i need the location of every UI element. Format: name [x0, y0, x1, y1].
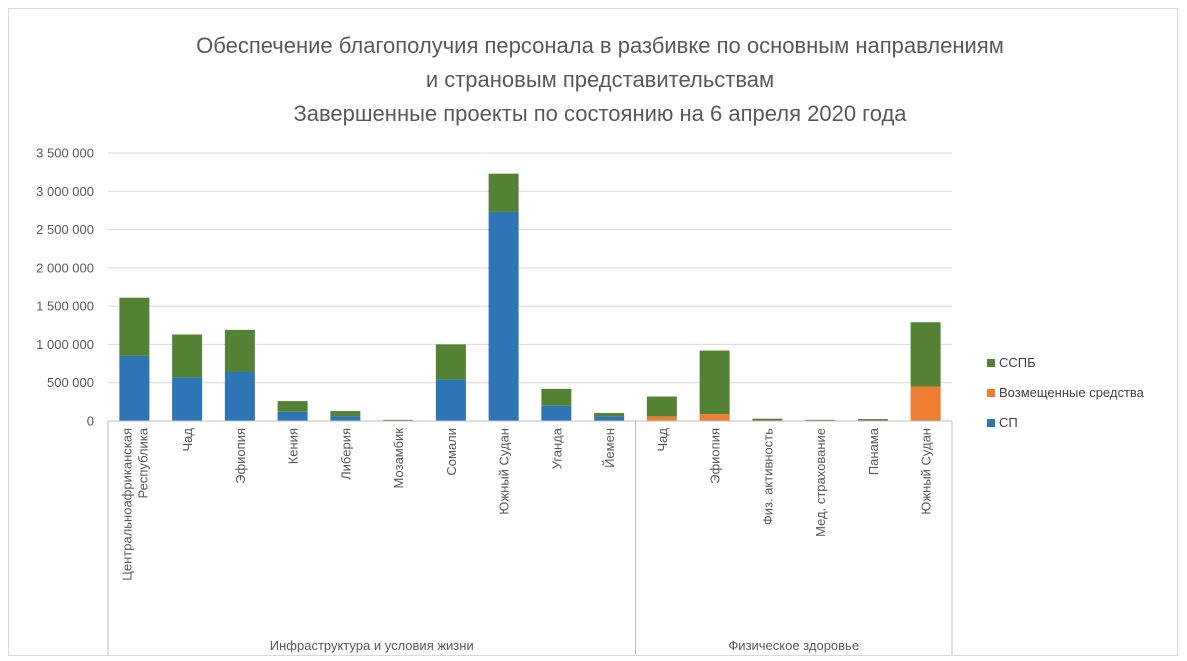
x-category-label: Уганда [549, 427, 564, 469]
bar-segment [277, 401, 308, 412]
y-tick-label: 1 000 000 [36, 337, 94, 352]
x-group-label: Физическое здоровье [728, 638, 859, 653]
bar-segment [805, 419, 836, 421]
bar-segment [435, 379, 466, 421]
bar-segment [172, 334, 203, 378]
bar-segment [594, 416, 625, 421]
bar-segment [488, 173, 519, 212]
x-category-label: Физ. активность [760, 428, 775, 525]
bar-segment [383, 419, 414, 421]
bar-segment [699, 350, 730, 415]
bar-segment [594, 412, 625, 417]
bar-segment [541, 405, 572, 421]
bar-segment [172, 377, 203, 421]
legend-swatch-reimbursed [987, 389, 995, 397]
chart-frame [8, 8, 1178, 656]
bar-segment [910, 322, 941, 387]
x-category-label: Эфиопия [708, 428, 723, 484]
bar-segment [646, 396, 677, 417]
x-category-label: Чад [180, 428, 195, 452]
x-category-label: Республика [135, 427, 150, 498]
x-category-label: Южный Судан [919, 428, 934, 515]
bar-segment [910, 386, 941, 421]
bar-segment [224, 329, 255, 372]
y-tick-label: 1 500 000 [36, 299, 94, 314]
legend-swatch-sspb [987, 359, 995, 367]
bar-segment [699, 414, 730, 421]
bar-segment [488, 211, 519, 421]
x-category-label: Либерия [338, 428, 353, 480]
x-category-label: Центральноафриканская [119, 428, 134, 581]
x-category-label: Йемен [602, 428, 617, 468]
bar-segment [752, 418, 783, 421]
x-category-label: Кения [286, 428, 301, 464]
bar-segment [541, 388, 572, 406]
x-category-label: Эфиопия [233, 428, 248, 484]
x-category-label: Мед. страхование [813, 428, 828, 537]
legend-label-sp: СП [999, 415, 1018, 430]
y-tick-label: 2 000 000 [36, 260, 94, 275]
bar-segment [119, 355, 150, 421]
bar-segment [646, 416, 677, 421]
bar-segment [330, 411, 361, 417]
bar-segment [224, 371, 255, 421]
x-group-label: Инфраструктура и условия жизни [270, 638, 474, 653]
y-tick-label: 500 000 [47, 375, 94, 390]
legend-label-sspb: ССПБ [999, 355, 1036, 370]
chart-title-line-1: Обеспечение благополучия персонала в раз… [196, 33, 1004, 58]
legend-swatch-sp [987, 419, 995, 427]
y-tick-label: 3 500 000 [36, 146, 94, 161]
x-category-label: Мозамбик [391, 428, 406, 489]
x-category-label: Сомали [444, 428, 459, 476]
bar-segment [277, 411, 308, 421]
x-category-label: Чад [655, 428, 670, 452]
y-tick-label: 2 500 000 [36, 222, 94, 237]
bar-segment [330, 416, 361, 421]
bar-segment [119, 297, 150, 356]
bar-segment [857, 419, 888, 421]
x-category-label: Южный Судан [497, 428, 512, 515]
bar-segment [435, 344, 466, 380]
y-tick-label: 3 000 000 [36, 184, 94, 199]
chart-title-line-2: и страновым представительствам [425, 67, 775, 92]
y-tick-label: 0 [87, 414, 94, 429]
chart-title-line-3: Завершенные проекты по состоянию на 6 ап… [293, 101, 907, 126]
legend-label-reimbursed: Возмещенные средства [999, 385, 1144, 400]
x-category-label: Панама [866, 427, 881, 475]
